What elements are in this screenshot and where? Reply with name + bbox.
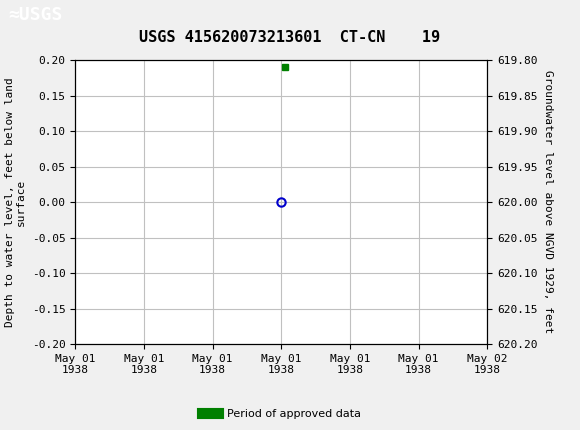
Y-axis label: Groundwater level above NGVD 1929, feet: Groundwater level above NGVD 1929, feet — [543, 71, 553, 334]
Text: ≈USGS: ≈USGS — [9, 6, 63, 24]
Text: USGS 415620073213601  CT-CN    19: USGS 415620073213601 CT-CN 19 — [139, 30, 441, 45]
Y-axis label: Depth to water level, feet below land
surface: Depth to water level, feet below land su… — [5, 77, 26, 327]
Legend: Period of approved data: Period of approved data — [197, 405, 365, 424]
